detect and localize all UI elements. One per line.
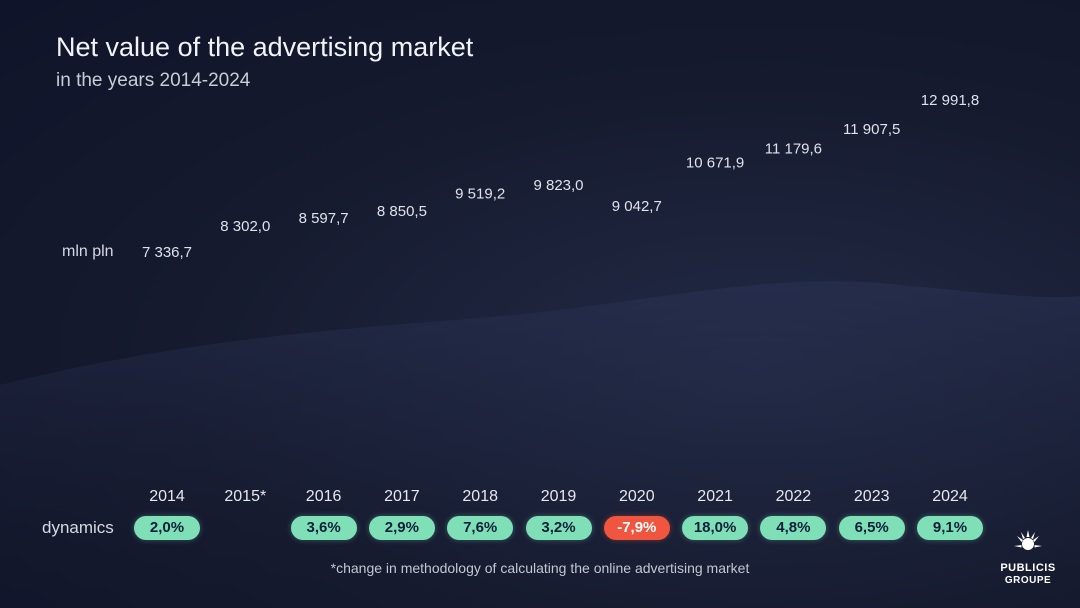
category-label: 2023 — [854, 488, 890, 505]
dynamics-badge: -7,9% — [603, 516, 670, 540]
category-label: 2016 — [306, 488, 342, 505]
dynamics-badge: 7,6% — [447, 516, 514, 540]
dynamics-badge: 9,1% — [917, 516, 983, 540]
value-label: 8 597,7 — [299, 210, 349, 227]
unit-label: mln pln — [62, 243, 114, 260]
value-label: 9 519,2 — [455, 185, 505, 202]
category-label: 2014 — [149, 488, 185, 505]
category-label: 2022 — [776, 488, 812, 505]
value-label: 11 907,5 — [843, 121, 900, 138]
dynamics-label: dynamics — [42, 518, 114, 537]
value-label: 10 671,9 — [686, 154, 744, 171]
publicis-logo: PUBLICIS GROUPE — [995, 528, 1061, 594]
category-label: 2024 — [932, 488, 968, 505]
value-label: 12 991,8 — [921, 92, 979, 109]
category-label: 2019 — [541, 488, 577, 505]
lion-head-icon — [1014, 530, 1042, 550]
value-label: 9 042,7 — [612, 198, 662, 215]
category-label: 2017 — [384, 488, 420, 505]
category-label: 2015* — [224, 488, 266, 505]
value-label: 11 179,6 — [765, 141, 822, 158]
dynamics-badge: 3,2% — [525, 516, 592, 540]
chart-title: Net value of the advertising market — [56, 32, 474, 62]
value-label: 8 302,0 — [220, 218, 270, 235]
value-label: 9 823,0 — [533, 177, 583, 194]
value-label: 7 336,7 — [142, 244, 192, 261]
category-label: 2020 — [619, 488, 655, 505]
footnote: *change in methodology of calculating th… — [330, 560, 750, 576]
dynamics-badge: 2,0% — [134, 516, 200, 540]
category-label: 2018 — [462, 488, 498, 505]
category-label: 2021 — [697, 488, 733, 505]
dynamics-badge: 2,9% — [368, 516, 435, 540]
logo-line-2: GROUPE — [1004, 575, 1052, 586]
logo-line-1: PUBLICIS — [1000, 562, 1056, 574]
value-label: 8 850,5 — [377, 203, 427, 220]
bars-group: 7 336,7 2014 8 302,0 2015* 8 597,7 2016 8 850,… — [142, 92, 979, 505]
dynamics-badge: 3,6% — [290, 516, 357, 540]
dynamics-badge: 4,8% — [760, 516, 827, 540]
dynamics-badge: 18,0% — [682, 516, 749, 540]
dynamics-badge: 6,5% — [838, 516, 905, 540]
chart-subtitle: in the years 2014-2024 — [56, 70, 251, 91]
